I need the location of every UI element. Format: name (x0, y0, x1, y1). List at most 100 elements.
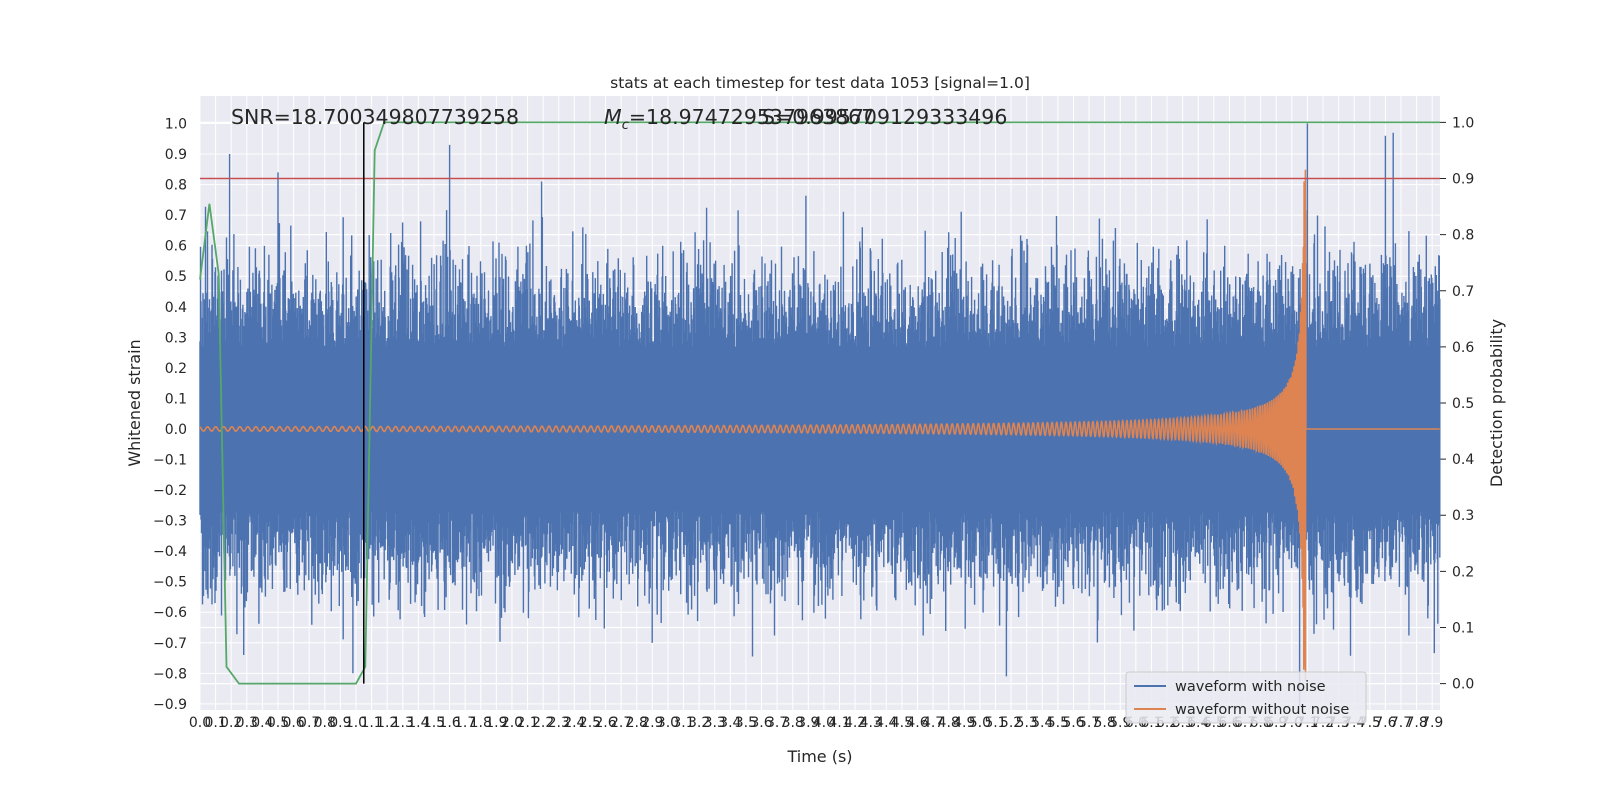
y-tick-label: −0.8 (153, 666, 187, 682)
chirp-mass-value: =18.974729537963867 (629, 105, 874, 129)
series-waveform-without-noise (199, 169, 1440, 681)
legend: waveform with noise waveform without noi… (1125, 671, 1367, 724)
x-tick-label: 2.2 (532, 715, 554, 731)
chirp-mass-subscript: c (622, 118, 629, 133)
x-tick-label: 5.4 (1031, 715, 1053, 731)
x-tick-label: 1.7 (454, 715, 476, 731)
x-tick-label: 2.4 (563, 715, 585, 731)
y-tick-label: 0.8 (165, 178, 187, 194)
snr-annotation: SNR=18.700349807739258 (231, 105, 519, 129)
x-tick-label: 2.5 (579, 715, 601, 731)
x-tick-label: 2.0 (501, 715, 523, 731)
x-tick-label: 4.5 (891, 715, 913, 731)
y2-tick-label: 0.6 (1452, 340, 1474, 356)
x-tick-label: 1.5 (423, 715, 445, 731)
x-tick-label: 4.4 (875, 715, 897, 731)
y-tick-label: 0.7 (165, 208, 187, 224)
y2-tick-label: 0.0 (1452, 677, 1474, 693)
x-tick-label: 0.1 (204, 715, 226, 731)
y2-tick-labels: 1.0 0.9 0.8 0.7 0.6 0.5 0.4 0.3 0.2 0.1 0.0 (1452, 115, 1474, 692)
x-tick-label: 3.6 (750, 715, 772, 731)
y-tick-label: 0.0 (165, 422, 187, 438)
x-tick-label: 1.6 (438, 715, 460, 731)
chart-title: stats at each timestep for test data 105… (610, 74, 1030, 92)
legend-label-with-noise: waveform with noise (1175, 679, 1326, 695)
x-tick-label: 0.3 (236, 715, 258, 731)
y2-tick-label: 0.9 (1452, 172, 1474, 188)
x-tick-label: 5.7 (1078, 715, 1100, 731)
x-tick-label: 1.0 (345, 715, 367, 731)
y2-axis-label: Detection probability (1487, 319, 1506, 487)
y2-tick-label: 1.0 (1452, 115, 1474, 131)
y-tick-labels: 1.0 0.9 0.8 0.7 0.6 0.5 0.4 0.3 0.2 0.1 0.0 −0.1 −0.… (153, 116, 187, 712)
y-tick-label: −0.2 (153, 483, 187, 499)
y-tick-label: 0.3 (165, 330, 187, 346)
y-tick-label: −0.3 (153, 514, 187, 530)
legend-box (1125, 671, 1367, 724)
x-tick-label: 4.1 (828, 715, 850, 731)
y-tick-label: −0.5 (153, 575, 187, 591)
x-tick-label: 5.8 (1094, 715, 1116, 731)
x-tick-label: 4.2 (844, 715, 866, 731)
x-tick-label: 0.9 (329, 715, 351, 731)
x-tick-label: 4.3 (860, 715, 882, 731)
x-tick-label: 4.0 (813, 715, 835, 731)
x-tick-label: 1.2 (376, 715, 398, 731)
x-tick-label: 2.6 (594, 715, 616, 731)
x-tick-label: 0.7 (298, 715, 320, 731)
x-tick-label: 7.8 (1405, 715, 1427, 731)
x-tick-label: 3.1 (672, 715, 694, 731)
x-tick-label: 0.4 (251, 715, 273, 731)
x-tick-label: 3.7 (766, 715, 788, 731)
y-axis-label: Whitened strain (125, 339, 144, 466)
y2-tick-label: 0.5 (1452, 396, 1474, 412)
y2-tick-label: 0.2 (1452, 564, 1474, 580)
y-tick-label: 0.1 (165, 391, 187, 407)
x-tick-label: 5.1 (984, 715, 1006, 731)
x-tick-label: 0.8 (314, 715, 336, 731)
x-tick-label: 5.2 (1000, 715, 1022, 731)
x-tick-label: 3.4 (719, 715, 741, 731)
y2-tick-label: 0.1 (1452, 620, 1474, 636)
x-tick-label: 1.4 (407, 715, 429, 731)
x-tick-label: 5.0 (969, 715, 991, 731)
chirp-mass-annotation: Mc=18.974729537963867 (604, 105, 874, 133)
legend-label-without-noise: waveform without noise (1175, 702, 1349, 718)
x-tick-label: 0.0 (189, 715, 211, 731)
x-tick-label: 4.7 (922, 715, 944, 731)
y2-tick-label: 0.8 (1452, 228, 1474, 244)
x-tick-label: 3.3 (704, 715, 726, 731)
x-tick-label: 7.7 (1390, 715, 1412, 731)
x-tick-label: 7.6 (1374, 715, 1396, 731)
y-tick-label: −0.4 (153, 544, 187, 560)
y-tick-label: 0.5 (165, 269, 187, 285)
y-tick-label: 0.2 (165, 361, 187, 377)
y-tick-label: −0.7 (153, 636, 187, 652)
x-tick-label: 4.9 (953, 715, 975, 731)
x-tick-label: 1.3 (392, 715, 414, 731)
x-tick-label: 3.9 (797, 715, 819, 731)
x-axis-label: Time (s) (786, 747, 852, 766)
y-tick-label: 0.4 (165, 300, 187, 316)
x-tick-label: 4.6 (906, 715, 928, 731)
y-tick-label: 1.0 (165, 116, 187, 132)
x-tick-label: 2.3 (548, 715, 570, 731)
y2-tick-label: 0.7 (1452, 284, 1474, 300)
x-tick-label: 1.9 (485, 715, 507, 731)
y2-tick-label: 0.3 (1452, 508, 1474, 524)
y-tick-label: −0.9 (153, 697, 187, 713)
y-tick-label: −0.6 (153, 605, 187, 621)
x-tick-label: 5.5 (1047, 715, 1069, 731)
x-tick-label: 3.5 (735, 715, 757, 731)
x-tick-label: 7.9 (1421, 715, 1443, 731)
y2-tick-label: 0.4 (1452, 452, 1474, 468)
x-tick-label: 0.5 (267, 715, 289, 731)
x-tick-label: 2.1 (516, 715, 538, 731)
x-tick-label: 3.0 (657, 715, 679, 731)
x-tick-label: 3.2 (688, 715, 710, 731)
x-tick-label: 1.1 (360, 715, 382, 731)
x-tick-label: 2.8 (626, 715, 648, 731)
y-tick-label: 0.6 (165, 239, 187, 255)
x-tick-label: 2.7 (610, 715, 632, 731)
